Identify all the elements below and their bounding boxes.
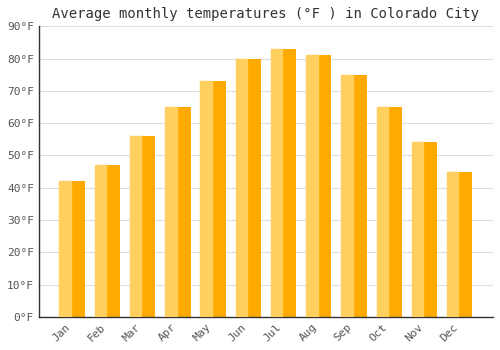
Bar xyxy=(306,55,332,317)
Bar xyxy=(342,75,352,317)
Bar xyxy=(376,107,402,317)
Bar xyxy=(412,142,423,317)
Bar xyxy=(447,172,472,317)
Bar xyxy=(94,165,120,317)
Bar xyxy=(60,181,85,317)
Bar xyxy=(412,142,437,317)
Bar xyxy=(60,181,71,317)
Bar xyxy=(200,81,226,317)
Bar xyxy=(165,107,190,317)
Title: Average monthly temperatures (°F ) in Colorado City: Average monthly temperatures (°F ) in Co… xyxy=(52,7,480,21)
Bar xyxy=(165,107,176,317)
Bar xyxy=(236,58,261,317)
Bar xyxy=(271,49,282,317)
Bar xyxy=(376,107,388,317)
Bar xyxy=(271,49,296,317)
Bar xyxy=(94,165,106,317)
Bar xyxy=(306,55,318,317)
Bar xyxy=(236,58,247,317)
Bar xyxy=(130,136,156,317)
Bar xyxy=(342,75,366,317)
Bar xyxy=(447,172,458,317)
Bar xyxy=(200,81,212,317)
Bar xyxy=(130,136,141,317)
